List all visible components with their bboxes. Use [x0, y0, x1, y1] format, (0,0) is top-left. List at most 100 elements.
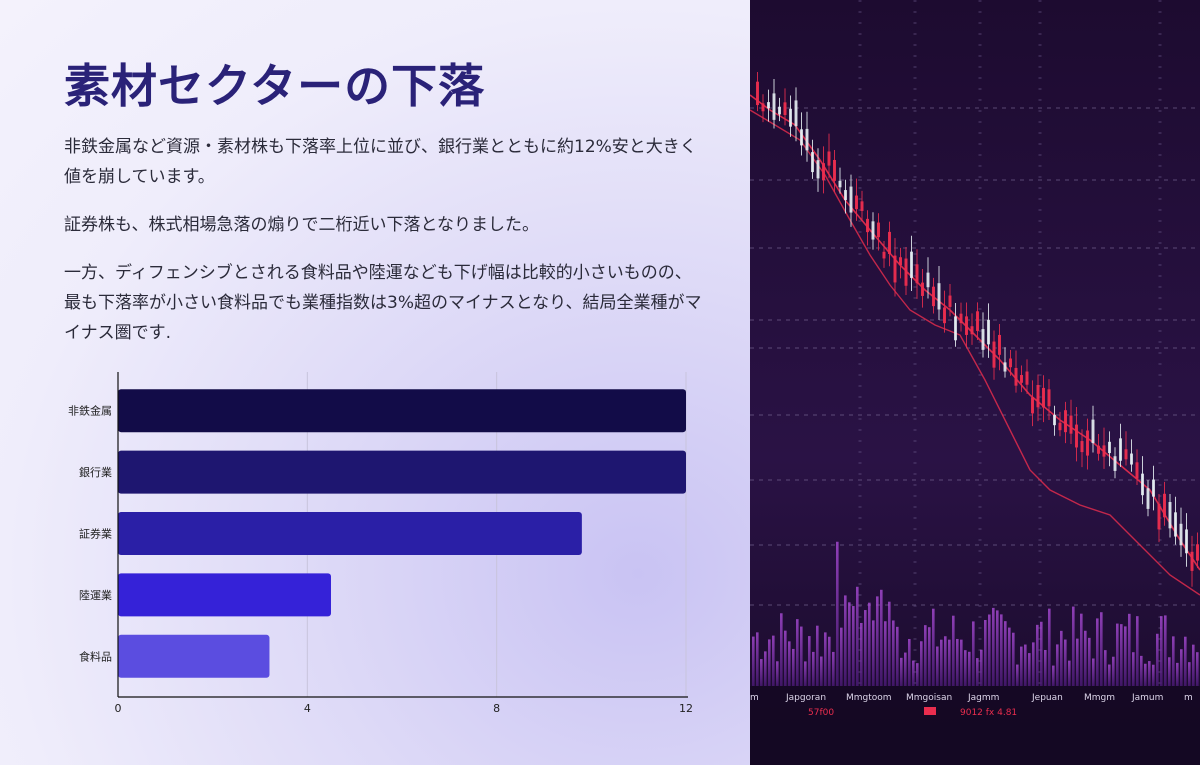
readout-marker — [924, 707, 936, 715]
category-label: 非鉄金属 — [68, 404, 112, 418]
stock-chart-photo: m Japgoran Mmgtoom Mmgoisan Jagmm Jepuan Mmgm J… — [750, 0, 1200, 765]
photo-axis-label: m — [750, 693, 759, 703]
volume-bar — [940, 639, 943, 686]
category-label: 陸運業 — [79, 589, 112, 602]
candle-body — [943, 307, 946, 324]
volume-bar — [952, 615, 955, 686]
volume-bar — [1072, 606, 1075, 686]
volume-bar — [844, 595, 847, 686]
volume-bar — [1060, 630, 1063, 686]
volume-bar — [976, 658, 979, 686]
candle-body — [871, 221, 875, 240]
candle-body — [1020, 375, 1023, 383]
candle-body — [1185, 529, 1188, 554]
volume-bar — [876, 596, 879, 686]
volume-bar — [904, 652, 907, 686]
volume-bar — [960, 639, 963, 686]
volume-bar — [788, 641, 791, 686]
candle-body — [805, 128, 809, 151]
bar — [118, 450, 686, 494]
volume-bar — [792, 648, 795, 686]
volume-bar — [988, 614, 991, 686]
photo-axis-label: Mmgtoom — [846, 693, 892, 703]
candle-body — [1058, 422, 1062, 431]
candle-body — [970, 326, 974, 335]
candle-body — [838, 180, 842, 188]
volume-bar — [884, 621, 887, 686]
volume-bar — [992, 607, 995, 686]
x-tick-label: 8 — [493, 702, 500, 715]
volume-bar — [1048, 608, 1051, 686]
paragraph-defensive: 一方、ディフェンシブとされる食料品や陸運なども下げ幅は比較的小さいものの、最も下… — [64, 263, 702, 343]
candle-body — [778, 106, 781, 115]
candle-body — [893, 255, 897, 283]
volume-bar — [920, 641, 923, 686]
volume-bar — [804, 661, 807, 686]
volume-bar — [1076, 638, 1079, 686]
volume-bar — [1000, 614, 1003, 686]
candle-body — [1113, 456, 1117, 471]
volume-bar — [1084, 630, 1087, 686]
volume-bar — [1044, 649, 1047, 686]
volume-bar — [948, 639, 951, 686]
volume-bar — [1008, 627, 1011, 686]
photo-axis-label: Jamum — [1131, 693, 1163, 703]
volume-bar — [1108, 664, 1111, 686]
volume-bar — [1184, 636, 1187, 686]
candle-body — [1080, 441, 1084, 453]
volume-bar — [828, 636, 831, 686]
candle-body — [1157, 503, 1161, 530]
volume-bar — [1124, 626, 1127, 686]
volume-bar — [800, 626, 803, 686]
volume-bar — [1188, 662, 1191, 686]
volume-bar — [852, 606, 855, 686]
candle-body — [811, 152, 814, 173]
volume-bar — [856, 586, 859, 686]
candle-body — [1031, 397, 1034, 414]
volume-bar — [1016, 664, 1019, 686]
candle-body — [816, 160, 820, 179]
volume-bar — [944, 636, 947, 686]
volume-bar — [936, 646, 939, 686]
photo-axis-label: m — [1184, 693, 1193, 703]
volume-bar — [1036, 624, 1039, 686]
volume-bar — [892, 620, 895, 686]
candle-body — [1124, 449, 1128, 460]
volume-bar — [1172, 636, 1175, 686]
volume-bar — [1120, 624, 1123, 686]
volume-bar — [808, 636, 811, 686]
volume-bar — [824, 632, 827, 686]
photo-axis-label: Jagmm — [967, 693, 999, 703]
volume-bar — [1132, 652, 1135, 686]
candle-body — [866, 218, 869, 233]
volume-bar — [1064, 639, 1067, 686]
volume-bar — [900, 657, 903, 686]
volume-bar — [1012, 632, 1015, 686]
volume-bar — [1080, 613, 1083, 686]
volume-bar — [864, 610, 867, 686]
candle-body — [1053, 414, 1056, 426]
x-tick-label: 0 — [115, 702, 122, 715]
candle-body — [981, 329, 985, 350]
volume-bar — [768, 639, 771, 686]
candle-body — [761, 103, 765, 112]
volume-bar — [1040, 621, 1043, 686]
volume-bar — [868, 602, 871, 686]
candle-body — [1102, 445, 1106, 457]
volume-bar — [1028, 653, 1031, 686]
candle-body — [756, 81, 759, 106]
volume-bar — [752, 636, 755, 686]
volume-bar — [1136, 616, 1139, 686]
candle-body — [932, 286, 935, 307]
candle-body — [998, 334, 1001, 355]
volume-bar — [1088, 637, 1091, 686]
candle-body — [772, 93, 776, 120]
candle-body — [1141, 473, 1144, 496]
candle-body — [1108, 441, 1111, 454]
volume-bar — [1020, 646, 1023, 686]
volume-bar — [1052, 665, 1055, 686]
candle-body — [1190, 551, 1194, 571]
candle-body — [954, 316, 957, 341]
bar — [118, 389, 686, 433]
